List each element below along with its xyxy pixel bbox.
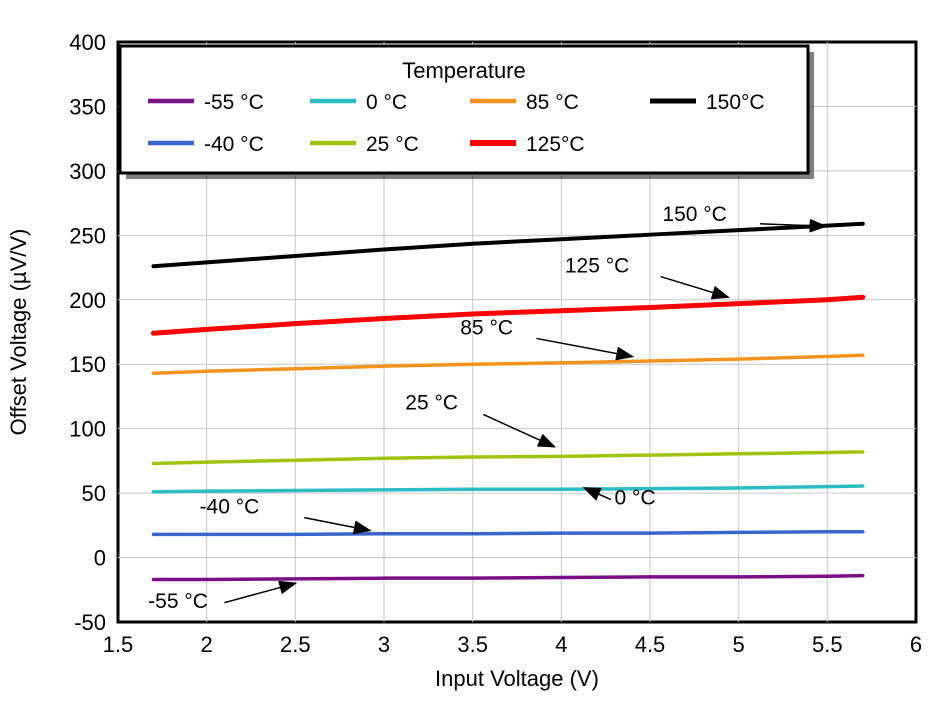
y-axis-title: Offset Voltage (µV/V) — [6, 229, 31, 436]
y-tick-label: 250 — [69, 223, 106, 248]
y-tick-label: 0 — [94, 546, 106, 571]
legend-label: 25 °C — [366, 133, 419, 156]
y-tick-label: -50 — [74, 610, 106, 635]
x-tick-label: 6 — [910, 632, 922, 657]
annotation-label: 125 °C — [565, 255, 629, 278]
x-axis-title: Input Voltage (V) — [435, 666, 599, 691]
y-tick-label: 300 — [69, 159, 106, 184]
legend-box — [118, 44, 810, 175]
y-tick-label: 200 — [69, 288, 106, 313]
annotation-label: 0 °C — [615, 487, 656, 510]
series-line-150c — [151, 221, 865, 269]
series-line-0c — [151, 484, 865, 494]
annotation-label: -40 °C — [200, 496, 260, 519]
x-tick-label: 5.5 — [812, 632, 843, 657]
annotation-label: -55 °C — [148, 590, 208, 613]
annotation-arrow — [582, 487, 612, 501]
x-tick-label: 4 — [555, 632, 567, 657]
legend-label: -40 °C — [204, 133, 264, 156]
annotation-arrow — [224, 580, 298, 604]
annotation-label: 85 °C — [460, 317, 513, 340]
series-line-25c — [151, 450, 865, 466]
legend-title: Temperature — [402, 58, 526, 83]
y-tick-label: 50 — [82, 481, 106, 506]
annotation-arrow — [482, 413, 557, 448]
annotation-arrow — [660, 275, 730, 300]
annotation-label: 150 °C — [662, 203, 726, 226]
series-line-125c — [150, 294, 866, 336]
legend-label: -55 °C — [204, 91, 264, 114]
annotation-arrow — [304, 516, 372, 535]
x-tick-label: 3.5 — [457, 632, 488, 657]
x-tick-label: 3 — [378, 632, 390, 657]
y-tick-label: 150 — [69, 352, 106, 377]
annotation-label: 25 °C — [405, 391, 458, 414]
x-tick-label: 4.5 — [635, 632, 666, 657]
series-line--40c — [151, 530, 865, 537]
x-tick-label: 5 — [733, 632, 745, 657]
annotation-arrow — [759, 218, 828, 233]
x-tick-label: 2.5 — [280, 632, 311, 657]
series-line--55c — [151, 573, 865, 582]
legend-label: 125°C — [526, 133, 585, 156]
x-tick-label: 1.5 — [103, 632, 134, 657]
legend-label: 150°C — [706, 91, 765, 114]
legend-label: 85 °C — [526, 91, 579, 114]
y-tick-label: 350 — [69, 94, 106, 119]
legend-label: 0 °C — [366, 91, 407, 114]
series-line-85c — [151, 353, 865, 375]
x-tick-label: 2 — [201, 632, 213, 657]
annotation-arrow — [536, 337, 635, 361]
y-tick-label: 100 — [69, 417, 106, 442]
y-tick-label: 400 — [69, 30, 106, 55]
